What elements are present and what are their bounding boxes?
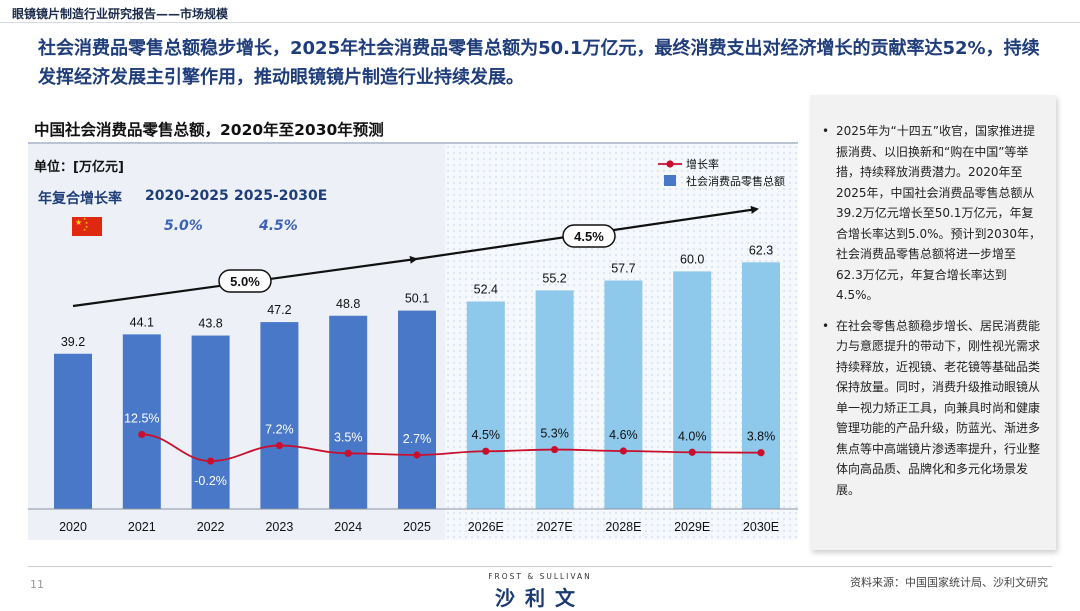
unit-label: 单位：[万亿元] [34,160,124,175]
growth-point-2024 [344,449,352,457]
x-tick-2030E: 2030E [743,520,779,534]
bullet-icon: • [822,124,830,138]
bar-2025 [398,310,436,509]
x-tick-2029E: 2029E [674,520,710,534]
headline: 社会消费品零售总额稳步增长，2025年社会消费品零售总额为50.1万亿元，最终消… [38,38,1040,88]
bar-label-2025: 50.1 [405,292,429,306]
bar-2020 [54,353,92,509]
bar-2029E [673,271,712,509]
bar-label-2023: 47.2 [267,303,291,317]
bar-label-2029E: 60.0 [680,252,704,266]
bar-2026E [466,301,505,509]
bar-label-2024: 48.8 [336,297,360,311]
cagr-badge-2-label: 4.5% [574,229,604,244]
growth-label-2024: 3.5% [334,430,363,444]
growth-rate-line [141,433,762,462]
growth-point-2027E [551,445,559,454]
growth-label-2026E: 4.5% [472,428,501,442]
growth-point-2023 [275,441,283,450]
x-tick-2020: 2020 [59,520,87,534]
bar-label-2030E: 62.3 [749,243,773,257]
brand-logo-english: FROST & SULLIVAN [488,572,592,581]
bar-label-2028E: 57.7 [611,262,635,276]
growth-label-2029E: 4.0% [678,429,707,443]
growth-point-2030E [757,449,765,457]
chart-title: 中国社会消费品零售总额，2020年至2030年预测 [34,121,384,139]
growth-point-2026E [482,447,490,455]
growth-point-2028E [619,447,628,455]
bar-2023 [260,322,299,509]
bar-label-2021: 44.1 [130,315,154,329]
page-number: 11 [30,578,44,591]
cagr-period-1: 2020-2025 [145,188,229,204]
x-tick-2024: 2024 [334,520,362,534]
bar-2030E [742,262,780,509]
x-tick-2022: 2022 [197,520,225,534]
commentary-text-2: 在社会零售总额稳步增长、居民消费能力与意愿提升的带动下，刚性视光需求持续释放，近… [836,318,1041,497]
commentary-text-1: 2025年为“十四五”收官，国家推进提振消费、以旧换新和“购在中国”等举措，持续… [836,124,1042,302]
source-note: 资料来源：中国国家统计局、沙利文研究 [850,576,1048,589]
chart-title-divider [28,142,798,144]
cagr-value-1: 5.0% [164,218,203,234]
bar-label-2022: 43.8 [198,317,222,331]
cagr-label: 年复合增长率 [38,191,122,207]
growth-point-2022 [207,457,215,465]
growth-point-2021 [138,430,146,439]
bar-2024 [329,315,368,509]
legend-bar-label: 社会消费品零售总额 [686,174,785,188]
growth-point-2029E [688,448,696,456]
retail-sales-chart: 5.0% 4.5% 39.2 44.1 43.8 47.2 48.8 50.1 52.4 55.… [28,157,798,534]
bar-label-2027E: 55.2 [542,271,566,285]
x-tick-2025: 2025 [403,520,431,534]
x-tick-2027E: 2027E [537,520,573,534]
bullet-icon: • [822,318,830,333]
growth-label-2023: 7.2% [265,423,294,437]
header-divider [0,22,1080,23]
growth-label-2025: 2.7% [403,432,432,446]
legend-bar-swatch [664,175,676,186]
bar-label-2020: 39.2 [61,335,85,349]
bar-2021 [122,334,161,509]
commentary-bullet-2: • 在社会零售总额稳步增长、居民消费能力与意愿提升的带动下，刚性视光需求持续释放，… [822,316,1042,501]
bar-2028E [604,280,643,509]
legend-line-marker [666,160,674,168]
growth-label-2021: 12.5% [124,411,159,425]
china-flag-icon: ★ ★ ★ ★ ★ [72,217,102,236]
growth-label-2030E: 3.8% [747,430,776,444]
commentary-bullet-1: • 2025年为“十四五”收官，国家推进提振消费、以旧换新和“购在中国”等举措，持… [822,121,1042,306]
legend-growth-label: 增长率 [686,157,719,171]
cagr-value-2: 4.5% [259,218,298,234]
x-tick-2023: 2023 [265,520,293,534]
cagr-badge-1-label: 5.0% [230,274,260,289]
growth-label-2022: -0.2% [194,474,227,488]
growth-label-2027E: 5.3% [540,427,569,441]
cagr-badge-2 [562,224,616,248]
cagr-badge-1 [218,269,272,293]
growth-point-2025 [413,451,421,459]
x-tick-2026E: 2026E [468,520,504,534]
footer-divider [28,566,1052,567]
brand-logo-chinese: 沙利文 [495,586,585,610]
bar-2022 [191,335,230,509]
cagr-period-2: 2025-2030E [234,188,328,204]
growth-label-2028E: 4.6% [609,428,638,442]
report-title: 眼镜镜片制造行业研究报告——市场规模 [12,7,229,21]
bar-label-2026E: 52.4 [474,282,498,296]
commentary-panel: • 2025年为“十四五”收官，国家推进提振消费、以旧换新和“购在中国”等举措，持… [810,95,1056,550]
x-tick-2021: 2021 [128,520,156,534]
bar-2027E [535,290,574,509]
x-tick-2028E: 2028E [605,520,641,534]
actual-period-background [28,144,445,540]
